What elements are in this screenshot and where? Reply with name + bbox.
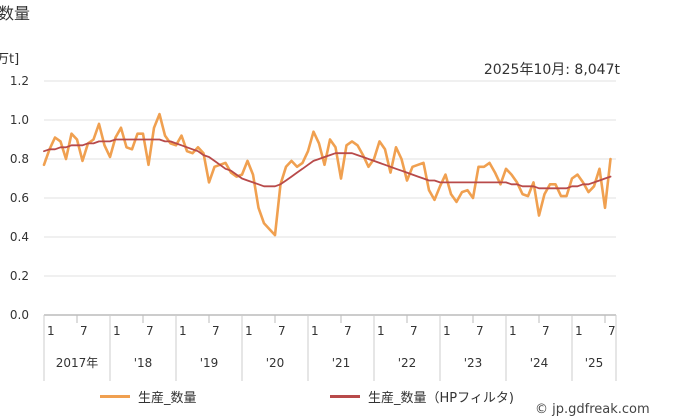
x-tick-label: 7 bbox=[344, 324, 352, 338]
legend-swatch-hp-filter bbox=[330, 395, 360, 398]
year-label: '24 bbox=[530, 356, 549, 370]
latest-value-label: 2025年10月: 8,047t bbox=[483, 62, 620, 78]
x-tick-label: 1 bbox=[377, 324, 385, 338]
year-label: '25 bbox=[585, 356, 604, 370]
year-label: '21 bbox=[332, 356, 351, 370]
legend-swatch-production bbox=[100, 395, 130, 398]
y-tick-label: 0.8 bbox=[10, 152, 29, 166]
y-tick-label: 0.4 bbox=[10, 230, 29, 244]
x-tick-label: 7 bbox=[608, 324, 616, 338]
series-line-hp-filter bbox=[43, 138, 612, 190]
x-tick-label: 1 bbox=[311, 324, 319, 338]
x-tick-label: 1 bbox=[443, 324, 451, 338]
x-tick-label: 1 bbox=[245, 324, 253, 338]
year-label: '22 bbox=[398, 356, 417, 370]
y-tick-label: 1.0 bbox=[10, 113, 29, 127]
x-tick-label: 7 bbox=[212, 324, 220, 338]
legend-item-hp-filter[interactable]: 生産_数量（HPフィルタ) bbox=[330, 387, 514, 406]
x-tick-label: 7 bbox=[410, 324, 418, 338]
x-tick-label: 1 bbox=[509, 324, 517, 338]
y-tick-label: 0.6 bbox=[10, 191, 29, 205]
x-tick-label: 7 bbox=[146, 324, 154, 338]
x-tick-label: 1 bbox=[575, 324, 583, 338]
y-tick-label: 0.0 bbox=[10, 308, 29, 322]
x-tick-label: 1 bbox=[113, 324, 121, 338]
copyright-text: © jp.gdfreak.com bbox=[535, 402, 650, 417]
x-tick-label: 7 bbox=[542, 324, 550, 338]
year-label: '23 bbox=[464, 356, 483, 370]
page-title: 産数量 bbox=[0, 4, 31, 23]
unit-label: 万t] bbox=[0, 52, 20, 67]
legend-label-production: 生産_数量 bbox=[138, 391, 197, 406]
legend-item-production[interactable]: 生産_数量 bbox=[100, 387, 197, 406]
y-tick-label: 0.2 bbox=[10, 269, 29, 283]
year-label: 2017年 bbox=[56, 356, 99, 370]
x-tick-label: 1 bbox=[47, 324, 55, 338]
x-tick-label: 7 bbox=[278, 324, 286, 338]
x-tick-label: 7 bbox=[476, 324, 484, 338]
x-tick-label: 1 bbox=[179, 324, 187, 338]
year-label: '18 bbox=[134, 356, 153, 370]
x-tick-label: 7 bbox=[80, 324, 88, 338]
year-label: '20 bbox=[266, 356, 285, 370]
y-tick-label: 1.2 bbox=[10, 74, 29, 88]
legend-label-hp-filter: 生産_数量（HPフィルタ) bbox=[368, 391, 514, 406]
series-line-production bbox=[42, 112, 612, 237]
year-label: '19 bbox=[200, 356, 219, 370]
